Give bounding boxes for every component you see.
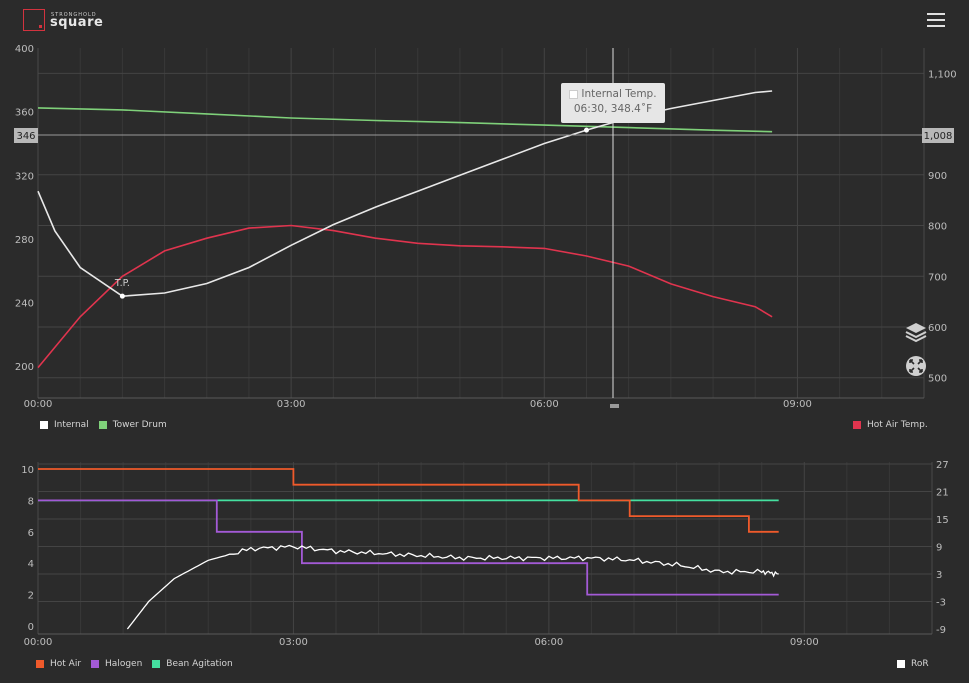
bottom-left-tick-label: 10: [21, 465, 34, 476]
legend-bean-agitation[interactable]: Bean Agitation: [152, 659, 233, 669]
top-right-tick-label: 600: [928, 323, 947, 334]
top-x-tick-label: 03:00: [277, 399, 306, 410]
bottom-legend-left: Hot Air Halogen Bean Agitation: [36, 659, 243, 669]
bottom-legend-right: RoR: [897, 659, 939, 669]
bottom-chart-left-ticks: 10 8 6 4 2 0: [21, 465, 34, 633]
crosshair-left-label: 346: [16, 131, 35, 142]
ror-line: [126, 544, 779, 630]
turning-point-marker: [119, 293, 125, 299]
legend-internal-label: Internal: [54, 420, 89, 430]
top-x-tick-label: 09:00: [783, 399, 812, 410]
bottom-left-tick-label: 4: [28, 559, 34, 570]
logo-brand-small: STRONGHOLD: [51, 12, 97, 18]
top-right-tick-label: 1,100: [928, 69, 957, 80]
top-chart-x-ticks: 00:00 03:00 06:00 09:00: [24, 399, 812, 410]
bottom-right-tick-label: 21: [936, 488, 949, 499]
bottom-chart-right-ticks: 27 21 15 9 3 -3 -9: [936, 460, 949, 636]
halogen-line: [38, 499, 779, 596]
bottom-x-tick-label: 03:00: [279, 637, 308, 648]
bottom-right-tick-label: 15: [936, 515, 949, 526]
crosshair-left-label-bg: [14, 128, 38, 143]
top-left-tick-label: 240: [15, 299, 34, 310]
bottom-left-tick-label: 0: [28, 622, 34, 633]
legend-hot-air-temp[interactable]: Hot Air Temp.: [853, 420, 928, 430]
logo-brand-name: square: [50, 15, 104, 30]
top-right-tick-label: 800: [928, 222, 947, 233]
legend-ror-swatch: [897, 660, 905, 668]
turning-point-label: T.P.: [114, 278, 130, 289]
bottom-right-tick-label: 3: [936, 570, 942, 581]
hover-tooltip: Internal Temp. 06:30, 348.4˚F: [561, 83, 665, 123]
legend-internal[interactable]: Internal: [40, 420, 89, 430]
legend-hot-air[interactable]: Hot Air: [36, 659, 81, 669]
top-left-tick-label: 200: [15, 362, 34, 373]
bottom-right-tick-label: -9: [936, 625, 946, 636]
logo-icon: [23, 9, 45, 31]
crosshair-right-label: 1,008: [924, 131, 953, 142]
legend-tower-drum-swatch: [98, 421, 107, 429]
tower-drum-line: [37, 107, 773, 133]
legend-halogen-swatch: [91, 660, 100, 668]
crosshair-right-label-bg: [922, 128, 954, 143]
tooltip-value: 06:30, 348.4˚F: [573, 103, 653, 115]
top-left-tick-label: 280: [15, 235, 34, 246]
legend-bean-agitation-label: Bean Agitation: [166, 659, 233, 669]
bottom-right-tick-label: 27: [936, 460, 949, 471]
bottom-chart-grid: [37, 462, 933, 634]
legend-halogen-label: Halogen: [105, 659, 143, 669]
bottom-right-tick-label: -3: [936, 598, 946, 609]
bottom-x-tick-label: 06:00: [534, 637, 563, 648]
bottom-left-tick-label: 2: [28, 591, 34, 602]
hover-point-marker: [583, 127, 589, 133]
top-chart-left-ticks: 400 360 320 280 240 200: [15, 44, 34, 373]
legend-ror-label: RoR: [911, 659, 929, 669]
top-left-tick-label: 320: [15, 171, 34, 182]
bottom-x-tick-label: 09:00: [790, 637, 819, 648]
bottom-left-tick-label: 6: [28, 528, 34, 539]
layers-icon[interactable]: [905, 321, 927, 345]
hot-air-line: [38, 468, 779, 533]
top-left-tick-label: 400: [15, 44, 34, 55]
expand-icon[interactable]: [905, 355, 927, 377]
top-right-tick-label: 900: [928, 171, 947, 182]
menu-icon[interactable]: [927, 13, 945, 27]
top-chart-right-ticks: 1,100 900 800 700 600 500: [928, 69, 957, 384]
top-left-tick-label: 360: [15, 108, 34, 119]
top-legend-left: Internal Tower Drum: [40, 420, 177, 430]
top-right-tick-label: 700: [928, 272, 947, 283]
top-right-tick-label: 500: [928, 374, 947, 385]
legend-tower-drum[interactable]: Tower Drum: [98, 420, 167, 430]
legend-hot-air-swatch: [36, 660, 44, 668]
legend-internal-swatch: [40, 421, 48, 429]
bottom-left-tick-label: 8: [28, 496, 34, 507]
legend-bean-agitation-swatch: [152, 660, 161, 668]
legend-halogen[interactable]: Halogen: [91, 659, 142, 669]
bottom-x-tick-label: 00:00: [24, 637, 53, 648]
tooltip-title: Internal Temp.: [561, 87, 665, 102]
legend-hot-air-label: Hot Air: [50, 659, 82, 669]
legend-tower-drum-label: Tower Drum: [112, 420, 167, 430]
hot-air-temp-line: [37, 224, 773, 369]
legend-hot-air-temp-label: Hot Air Temp.: [867, 420, 928, 430]
top-x-tick-label: 06:00: [530, 399, 559, 410]
crosshair-x-marker: [610, 404, 619, 408]
legend-ror[interactable]: RoR: [897, 659, 929, 669]
top-x-tick-label: 00:00: [24, 399, 53, 410]
top-chart-grid: [37, 48, 925, 398]
top-legend-right: Hot Air Temp.: [853, 420, 938, 430]
bottom-chart-x-ticks: 00:00 03:00 06:00 09:00: [24, 637, 819, 648]
bottom-right-tick-label: 9: [936, 543, 942, 554]
app-header: STRONGHOLD square: [0, 0, 969, 44]
legend-hot-air-temp-swatch: [853, 421, 861, 429]
